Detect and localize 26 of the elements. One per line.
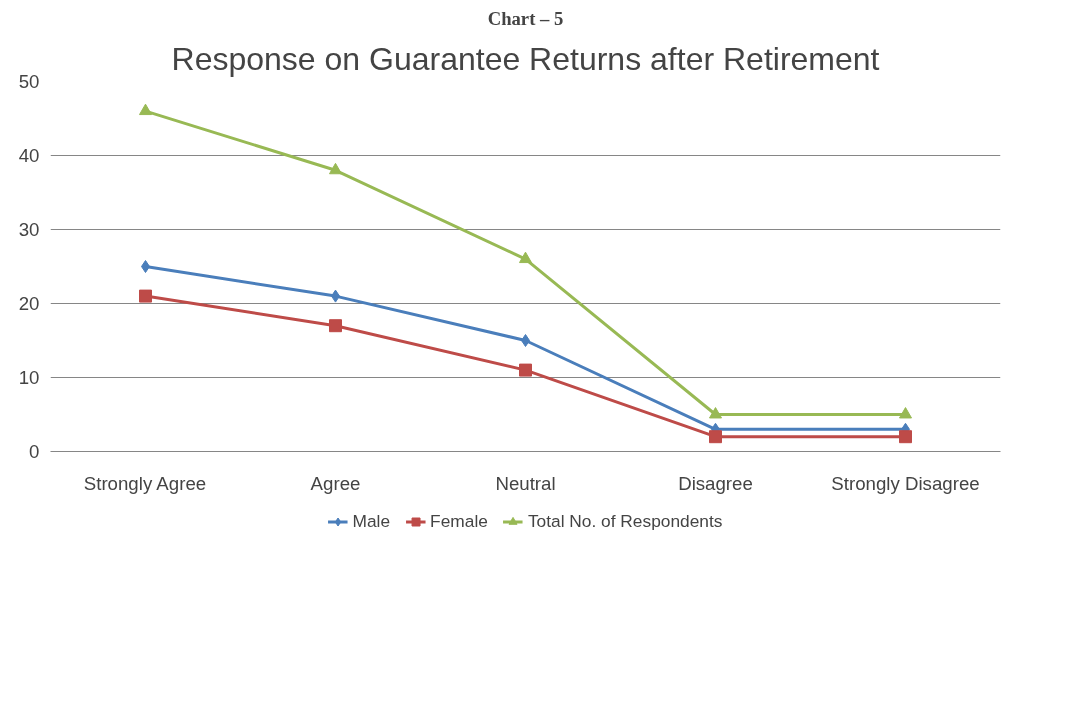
y-tick-label: 0 [29, 441, 40, 462]
legend-label: Female [430, 510, 488, 532]
legend-label: Male [352, 510, 391, 532]
point [139, 103, 152, 116]
point [519, 363, 532, 377]
text: Chart – 5 [487, 7, 564, 29]
point [709, 430, 722, 444]
point [519, 251, 532, 264]
x-tick-label: Neutral [495, 472, 556, 494]
point [329, 319, 342, 333]
point [899, 407, 912, 419]
legend-label: Total No. of Respondents [527, 510, 723, 532]
x-tick-label: Strongly Agree [83, 472, 207, 494]
y-tick-label: 40 [18, 145, 40, 166]
y-tick-label: 30 [18, 219, 40, 240]
x-tick-label: Strongly Disagree [831, 472, 980, 494]
y-tick-label: 50 [18, 71, 40, 92]
point [709, 407, 722, 419]
y-tick-label: 10 [18, 367, 40, 388]
chart-title: Response on Guarantee Returns after Retirement [171, 40, 880, 77]
point [329, 162, 342, 175]
x-tick-label: Agree [310, 472, 361, 494]
point [899, 430, 912, 444]
point [139, 289, 152, 303]
y-tick-label: 20 [18, 293, 40, 314]
x-tick-label: Disagree [678, 472, 753, 494]
